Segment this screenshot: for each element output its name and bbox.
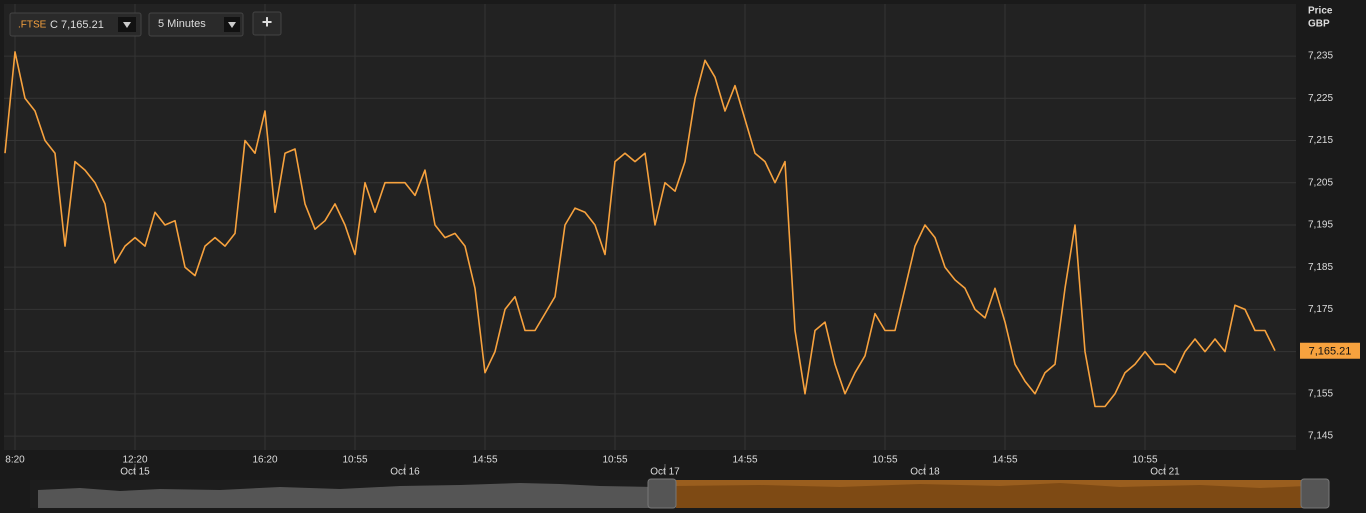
x-tick-label: 10:55: [602, 455, 627, 466]
date-tick-label: Oct 16: [390, 467, 420, 478]
y-tick-label: 7,225: [1308, 93, 1333, 104]
dropdown-arrow: [228, 22, 236, 28]
quote: C 7,165.21: [50, 19, 104, 31]
dropdown-arrow: [123, 22, 131, 28]
date-tick-label: Oct 18: [910, 467, 940, 478]
navigator-area: [38, 483, 655, 508]
x-tick-label: 10:55: [872, 455, 897, 466]
y-tick-label: 7,195: [1308, 220, 1333, 231]
add-label: +: [262, 12, 273, 32]
x-tick-label: 14:55: [732, 455, 757, 466]
x-tick-label: 14:55: [472, 455, 497, 466]
plot-area: [4, 4, 1296, 450]
x-tick-label: 10:55: [342, 455, 367, 466]
navigator: [30, 478, 1330, 509]
last-price-box: [1300, 342, 1360, 359]
date-tick-label: Oct 15: [120, 467, 150, 478]
price-line: [4, 51, 1276, 408]
y-tick-label: 7,235: [1308, 51, 1333, 62]
grid: [4, 4, 1296, 450]
plot: [4, 51, 1276, 408]
y-axis-unit: GBP: [1308, 19, 1330, 30]
y-tick-label: 7,145: [1308, 431, 1333, 442]
y-axis-label: Price: [1308, 6, 1333, 17]
date-tick-label: Oct 17: [650, 467, 680, 478]
y-tick-label: 7,185: [1308, 262, 1333, 273]
interval: 5 Minutes: [158, 18, 206, 30]
last-price-label: 7,165.21: [1309, 346, 1352, 358]
symbol: .FTSE: [18, 20, 47, 31]
navigator-handle[interactable]: [1300, 478, 1330, 509]
toolbar: .FTSE C 7,165.21 5 Minutes +: [9, 11, 282, 37]
y-tick-label: 7,205: [1308, 177, 1333, 188]
add-button[interactable]: [252, 11, 282, 36]
x-tick-label: 14:55: [992, 455, 1017, 466]
x-tick-label: 10:55: [1132, 455, 1157, 466]
y-tick-label: 7,175: [1308, 304, 1333, 315]
interval-box[interactable]: [148, 12, 244, 37]
y-tick-label: 7,155: [1308, 388, 1333, 399]
symbol-box[interactable]: [9, 12, 142, 37]
x-tick-label: 12:20: [122, 455, 147, 466]
x-tick-label: 16:20: [252, 455, 277, 466]
date-tick-label: Oct 21: [1150, 467, 1180, 478]
x-tick-label: 8:20: [5, 455, 25, 466]
y-tick-label: 7,215: [1308, 135, 1333, 146]
navigator-area: [676, 483, 1306, 508]
navigator-handle[interactable]: [647, 478, 677, 509]
